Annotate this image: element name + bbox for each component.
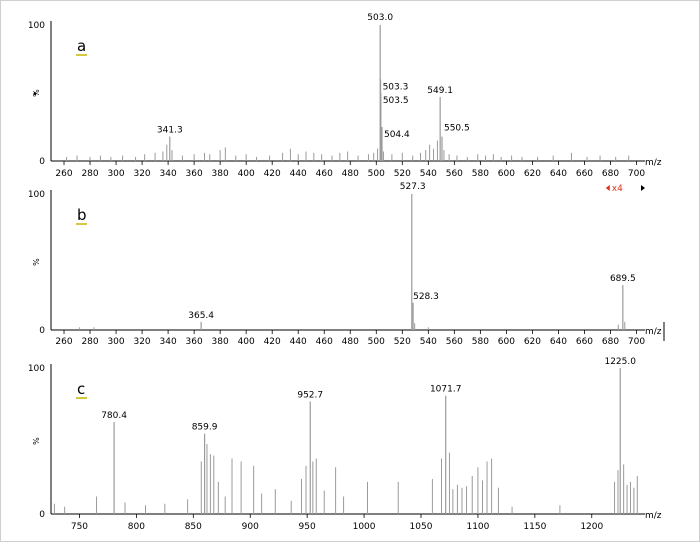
panel-c-x-tick-label: 850: [185, 522, 202, 532]
spectrum-panel-c: 0 100% c 750 800 850 900 950 1000 1050 1100 1150 120…: [28, 357, 662, 532]
panel-a-peak-label: 504.4: [384, 130, 410, 140]
panel-a-x-tick-label: 520: [394, 169, 411, 179]
panel-a-x-tick-label: 460: [316, 169, 333, 179]
panel-a-magnification-label: x4: [612, 184, 623, 194]
panel-a-magnification-right-arrow-icon: [641, 185, 645, 191]
panel-b-peak-label: 365.4: [188, 311, 214, 321]
panel-c-x-tick-label: 900: [242, 522, 259, 532]
panel-b-label: b: [77, 206, 87, 224]
panel-b-x-tick-label: 420: [264, 337, 281, 347]
panel-b-y-axis-label: %: [32, 258, 41, 266]
panel-a-y-tick-label: 100: [28, 21, 45, 31]
panel-b-x-tick-label: 640: [550, 337, 567, 347]
panel-b-x-axis-label: m/z: [645, 327, 662, 337]
panel-a-peak-label: 503.5: [383, 96, 409, 106]
panel-a-x-tick-label: 620: [524, 169, 541, 179]
panel-a-x-tick-label: 640: [550, 169, 567, 179]
panel-a-x-axis-label: m/z: [645, 158, 662, 168]
panel-a-x-tick-label: 500: [368, 169, 385, 179]
panel-c-peak-label: 1225.0: [604, 357, 636, 367]
panel-b-x-tick-label: 360: [186, 337, 203, 347]
panel-a-peak-label: 550.5: [444, 124, 470, 134]
panel-c-x-tick-label: 950: [299, 522, 316, 532]
panel-a-y-tick-label: 0: [39, 157, 45, 167]
panel-a-x-tick-label: 360: [186, 169, 203, 179]
panel-b-x-tick-label: 340: [160, 337, 177, 347]
panel-b-x-tick-label: 320: [133, 337, 150, 347]
panel-b-x-tick-label: 660: [576, 337, 593, 347]
panel-c-x-tick-label: 750: [71, 522, 88, 532]
panel-c-peak-label: 952.7: [297, 391, 323, 401]
panel-b-x-tick-label: 700: [628, 337, 645, 347]
panel-a-x-tick-label: 700: [628, 169, 645, 179]
panel-a-stray-dot: •: [32, 89, 38, 100]
panel-c-x-tick-label: 1000: [353, 522, 376, 532]
panel-c-peak-label: 859.9: [192, 423, 218, 433]
panel-b-x-tick-label: 580: [472, 337, 489, 347]
panel-b-x-tick-label: 400: [238, 337, 255, 347]
panel-a-x-tick-label: 440: [290, 169, 307, 179]
panel-b-x-tick-label: 540: [420, 337, 437, 347]
panel-b-x-tick-label: 380: [212, 337, 229, 347]
panel-c-x-tick-label: 1100: [466, 522, 489, 532]
panel-c-peak-label: 1071.7: [430, 385, 462, 395]
panel-b-y-tick-label: 0: [39, 326, 45, 336]
panel-b-x-tick-label: 460: [316, 337, 333, 347]
panel-b-x-tick-label: 300: [107, 337, 124, 347]
panel-c-y-tick-label: 0: [39, 510, 45, 520]
panel-a-x-tick-label: 580: [472, 169, 489, 179]
panel-c-peak-label: 780.4: [101, 411, 127, 421]
panel-c-y-tick-label: 100: [28, 364, 45, 374]
panel-b-peak-label: 528.3: [413, 292, 439, 302]
panel-a-x-tick-label: 280: [81, 169, 98, 179]
panel-a-peak-label: 341.3: [157, 126, 183, 136]
panel-a-x-tick-label: 400: [238, 169, 255, 179]
panel-a-x-tick-label: 420: [264, 169, 281, 179]
panel-c-label: c: [77, 380, 85, 398]
panel-c-x-axis-label: m/z: [645, 511, 662, 521]
panel-a-x-tick-label: 680: [602, 169, 619, 179]
panel-c-y-axis-label: %: [32, 437, 41, 445]
panel-a-label: a: [77, 37, 86, 55]
panel-b-x-tick-label: 600: [498, 337, 515, 347]
panel-b-y-tick-label: 100: [28, 190, 45, 200]
panel-c-x-tick-label: 1050: [410, 522, 433, 532]
panel-c-x-tick-label: 1150: [523, 522, 546, 532]
panel-a-x-tick-label: 540: [420, 169, 437, 179]
panel-c-x-tick-label: 1200: [580, 522, 603, 532]
panel-a-x-tick-label: 320: [133, 169, 150, 179]
panel-b-peak-label: 527.3: [400, 182, 426, 192]
panel-b-x-tick-label: 440: [290, 337, 307, 347]
panel-a-x-tick-label: 600: [498, 169, 515, 179]
panel-a-x-tick-label: 660: [576, 169, 593, 179]
panel-b-x-tick-label: 620: [524, 337, 541, 347]
panel-b-x-tick-label: 500: [368, 337, 385, 347]
panel-a-magnification-left-arrow-icon: [605, 185, 610, 191]
panel-a-x-tick-label: 380: [212, 169, 229, 179]
panel-a-x-tick-label: 260: [55, 169, 72, 179]
panel-b-x-tick-label: 560: [446, 337, 463, 347]
panel-b-x-tick-label: 260: [55, 337, 72, 347]
spectrum-panel-b: 0 100% b 260 280 300 320 340 360 380 400 420 440 460 4…: [28, 182, 665, 347]
spectrum-panel-a: 0 100% a 260 280 300 320 340 360 380 400 420 440 460 4…: [28, 13, 662, 194]
panel-a-x-tick-label: 560: [446, 169, 463, 179]
panel-c-x-tick-label: 800: [128, 522, 145, 532]
panel-a-peak-label: 503.0: [367, 13, 393, 23]
panel-a-peak-label: 503.3: [383, 82, 409, 92]
panel-a-x-tick-label: 480: [342, 169, 359, 179]
panel-b-x-tick-label: 280: [81, 337, 98, 347]
panel-b-peak-label: 689.5: [610, 274, 636, 284]
panel-a-y-axis-label: %: [32, 89, 41, 97]
panel-b-x-tick-label: 680: [602, 337, 619, 347]
panel-a-peak-label: 549.1: [427, 86, 453, 96]
panel-a-x-tick-label: 340: [160, 169, 177, 179]
panel-b-x-tick-label: 480: [342, 337, 359, 347]
panel-b-x-tick-label: 520: [394, 337, 411, 347]
panel-a-x-tick-label: 300: [107, 169, 124, 179]
